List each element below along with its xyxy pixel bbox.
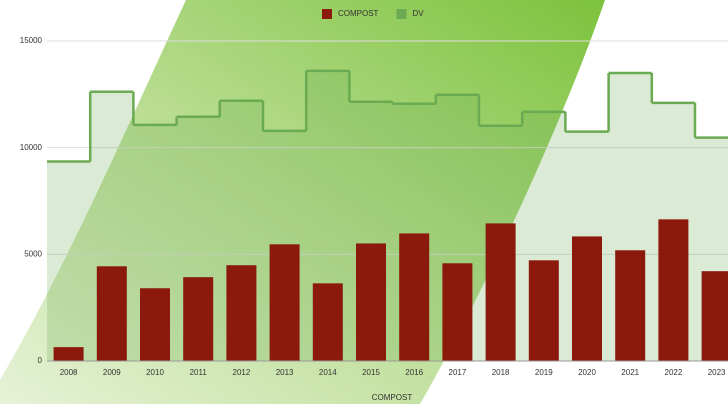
x-tick-label: 2008 — [60, 368, 78, 377]
bar — [140, 288, 170, 361]
y-tick-label: 15000 — [20, 36, 43, 45]
y-tick-label: 5000 — [24, 249, 42, 258]
bar — [399, 233, 429, 361]
x-tick-label: 2021 — [621, 368, 639, 377]
bar — [615, 250, 645, 361]
bar — [702, 271, 728, 361]
bar — [313, 283, 343, 361]
bar — [356, 243, 386, 361]
x-tick-label: 2010 — [146, 368, 164, 377]
x-axis-title: COMPOST — [372, 393, 413, 402]
bar — [270, 244, 300, 361]
x-tick-label: 2020 — [578, 368, 596, 377]
bar — [486, 223, 516, 361]
dv-area — [47, 162, 90, 361]
x-tick-label: 2019 — [535, 368, 553, 377]
bar — [442, 263, 472, 361]
bar — [572, 236, 602, 361]
bar — [183, 277, 213, 361]
x-tick-label: 2014 — [319, 368, 337, 377]
legend-swatch — [322, 9, 332, 19]
bar — [97, 266, 127, 361]
bar — [529, 260, 559, 361]
x-tick-label: 2013 — [276, 368, 294, 377]
x-tick-label: 2009 — [103, 368, 121, 377]
legend-label: DV — [412, 9, 424, 18]
bar — [54, 347, 84, 361]
x-tick-label: 2017 — [449, 368, 467, 377]
bar — [226, 265, 256, 361]
x-tick-label: 2015 — [362, 368, 380, 377]
bar — [658, 219, 688, 361]
x-tick-label: 2011 — [190, 368, 208, 377]
legend-label: COMPOST — [338, 9, 379, 18]
x-tick-label: 2023 — [708, 368, 726, 377]
x-tick-label: 2012 — [233, 368, 251, 377]
y-tick-label: 10000 — [20, 143, 43, 152]
chart: 0 5000 10000 15000 2008 2009 2010 2011 2012 2013 2… — [0, 0, 728, 404]
legend-swatch — [396, 9, 406, 19]
x-tick-label: 2018 — [492, 368, 510, 377]
x-tick-label: 2022 — [665, 368, 683, 377]
x-tick-label: 2016 — [405, 368, 423, 377]
y-tick-label: 0 — [38, 356, 43, 365]
